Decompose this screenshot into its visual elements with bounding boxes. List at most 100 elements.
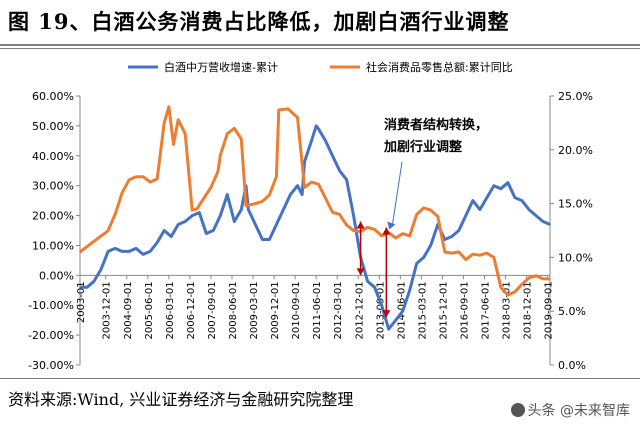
series-2-point bbox=[479, 254, 481, 257]
series-2-point bbox=[296, 116, 299, 119]
series-2-point bbox=[401, 232, 404, 235]
series-1-point bbox=[458, 229, 460, 232]
series-2-point bbox=[514, 291, 516, 293]
series-1-point bbox=[542, 220, 544, 223]
chart: -30.00% -20.00% -10.00% 0.00% 10.00% 20.00% 30… bbox=[28, 60, 593, 372]
series-1-point bbox=[303, 160, 306, 163]
series-2-point bbox=[310, 181, 313, 183]
annotation-line-1: 消费者结构转换， bbox=[384, 117, 488, 133]
x-tick-label: 2016-09-01 bbox=[459, 281, 470, 339]
series-2-point bbox=[317, 183, 320, 186]
series-1-point bbox=[345, 178, 348, 181]
series-2-point bbox=[394, 237, 397, 239]
series-1-point bbox=[233, 220, 236, 223]
series-2-point bbox=[450, 252, 453, 254]
series-1-point bbox=[472, 199, 474, 202]
y-right-tick-label: 15.0% bbox=[558, 198, 593, 211]
series-2-point bbox=[184, 132, 187, 135]
x-tick-label: 2003-01 bbox=[76, 281, 87, 323]
figure-header: 图 19、白酒公务消费占比降低，加剧白酒行业调整 bbox=[0, 0, 640, 49]
series-2-point bbox=[528, 277, 530, 279]
x-tick-label: 2013-09-01 bbox=[375, 281, 386, 339]
chart-markers bbox=[356, 221, 391, 318]
series-2-point bbox=[149, 181, 151, 183]
chart-ticks: -30.00% -20.00% -10.00% 0.00% 10.00% 20.00% 30… bbox=[28, 90, 593, 372]
watermark-logo-icon bbox=[510, 403, 525, 417]
watermark: 头条 @未来智库 bbox=[510, 400, 630, 420]
series-1-point bbox=[507, 181, 509, 184]
series-1-point bbox=[338, 169, 341, 172]
series-2-point bbox=[226, 132, 229, 135]
series-1-point bbox=[128, 250, 130, 253]
series-1-point bbox=[479, 208, 481, 211]
series-2-point bbox=[542, 278, 544, 280]
y-left-tick-label: -10.00% bbox=[28, 299, 74, 312]
series-1-point bbox=[93, 280, 95, 283]
series-2-point bbox=[486, 252, 488, 254]
y-left-tick-label: 10.00% bbox=[32, 239, 74, 252]
series-2-point bbox=[79, 251, 81, 253]
series-1-point bbox=[254, 223, 257, 226]
x-tick-label: 2011-06-01 bbox=[312, 281, 323, 339]
series-2-point bbox=[521, 283, 523, 286]
figure-title: 图 19、白酒公务消费占比降低，加剧白酒行业调整 bbox=[8, 9, 510, 34]
series-1-point bbox=[528, 208, 530, 211]
series-1-point bbox=[163, 229, 165, 232]
series-1-point bbox=[301, 193, 303, 196]
series-1-point bbox=[240, 208, 243, 211]
series-1-point bbox=[170, 235, 172, 238]
x-tick-label: 2010-09-01 bbox=[291, 281, 302, 339]
series-1-point bbox=[429, 244, 432, 247]
series-2-point bbox=[465, 258, 467, 261]
series-1-point bbox=[191, 214, 194, 217]
series-2-point bbox=[93, 240, 95, 243]
series-1-point bbox=[521, 199, 523, 202]
series-1-point bbox=[315, 125, 317, 127]
series-2-point bbox=[275, 175, 278, 178]
series-1-point bbox=[156, 241, 158, 244]
source-note: 资料来源:Wind, 兴业证券经济与金融研究院整理 bbox=[8, 390, 354, 409]
series-2-point bbox=[210, 186, 212, 189]
x-tick-label: 2019-09-01 bbox=[544, 281, 555, 339]
series-1-point bbox=[219, 214, 222, 217]
series-1-point bbox=[535, 214, 537, 217]
x-tick-label: 2015-03-01 bbox=[417, 281, 428, 339]
series-2-point bbox=[254, 202, 257, 205]
series-1-point bbox=[408, 289, 411, 292]
series-2-point bbox=[366, 226, 369, 229]
series-1-point bbox=[226, 193, 229, 196]
series-2-point bbox=[331, 211, 334, 214]
series-1-point bbox=[296, 184, 299, 187]
series-2-point bbox=[268, 194, 271, 196]
series-2-point bbox=[507, 294, 509, 296]
series-1-point bbox=[394, 319, 397, 321]
series-1-point bbox=[100, 268, 102, 271]
series-1-point bbox=[422, 256, 425, 259]
series-1-point bbox=[380, 304, 383, 307]
x-tick-label: 2005-06-01 bbox=[144, 281, 155, 339]
series-2-point bbox=[233, 127, 236, 130]
series-2-point bbox=[203, 197, 205, 200]
series-1-point bbox=[79, 286, 81, 289]
series-2-point bbox=[261, 200, 264, 203]
legend-label-2: 社会消费品零售总额:累计同比 bbox=[366, 60, 513, 74]
series-2-point bbox=[104, 231, 107, 234]
series-2-point bbox=[172, 143, 175, 146]
series-2-point bbox=[177, 118, 180, 121]
chart-axes bbox=[79, 96, 551, 365]
x-tick-label: 2006-12-01 bbox=[186, 281, 197, 339]
series-1-point bbox=[86, 286, 88, 289]
series-1-point bbox=[198, 211, 201, 214]
y-left-tick-label: 0.00% bbox=[39, 269, 74, 282]
marker-arrow-down-2 bbox=[382, 310, 391, 318]
series-2-point bbox=[500, 286, 502, 289]
series-2-point bbox=[373, 228, 376, 231]
series-1-point bbox=[465, 214, 467, 217]
series-2-point bbox=[277, 109, 280, 111]
x-tick-label: 2015-12-01 bbox=[438, 281, 449, 339]
series-2-point bbox=[240, 138, 243, 140]
annotation-line-2: 加剧行业调整 bbox=[383, 139, 463, 155]
x-tick-label: 2018-12-01 bbox=[523, 281, 534, 339]
x-tick-label: 2017-06-01 bbox=[481, 281, 492, 339]
series-1-point bbox=[500, 187, 502, 190]
